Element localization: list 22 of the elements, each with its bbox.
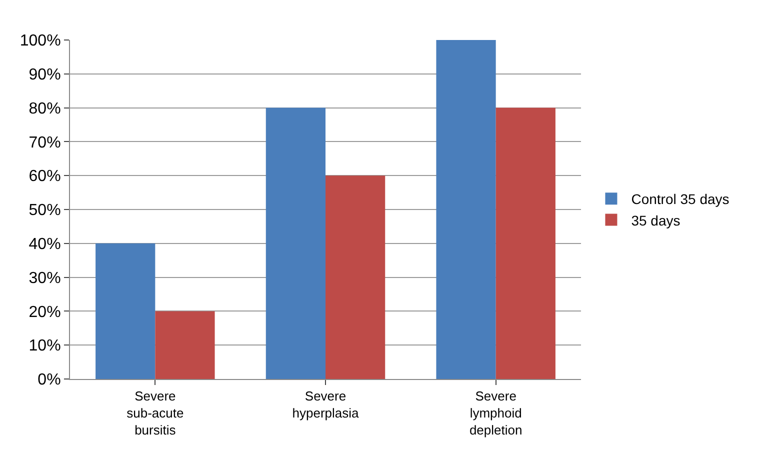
bar <box>266 108 326 379</box>
x-tick-label: Severe sub-acute bursitis <box>126 388 184 438</box>
bar <box>496 108 556 379</box>
bar <box>155 311 215 379</box>
legend-label: Control 35 days <box>631 191 730 208</box>
legend-label: 35 days <box>631 212 680 228</box>
y-tick-label: 90% <box>28 66 61 84</box>
y-tick-label: 80% <box>28 100 61 118</box>
y-tick-label: 20% <box>28 304 61 321</box>
bar <box>326 176 386 379</box>
bar <box>436 40 496 379</box>
y-tick-label: 10% <box>28 338 61 355</box>
bar <box>96 243 156 379</box>
y-tick-label: 30% <box>28 270 61 287</box>
y-tick-label: 70% <box>28 134 61 152</box>
x-tick-label: Severe lymphoid depletion <box>469 388 522 438</box>
y-tick-label: 0% <box>38 372 61 389</box>
y-tick-label: 100% <box>20 32 61 50</box>
x-tick-label: Severe hyperplasia <box>292 388 360 420</box>
y-tick-label: 50% <box>28 202 61 220</box>
y-tick-label: 40% <box>28 236 61 253</box>
y-tick-label: 60% <box>28 168 61 186</box>
